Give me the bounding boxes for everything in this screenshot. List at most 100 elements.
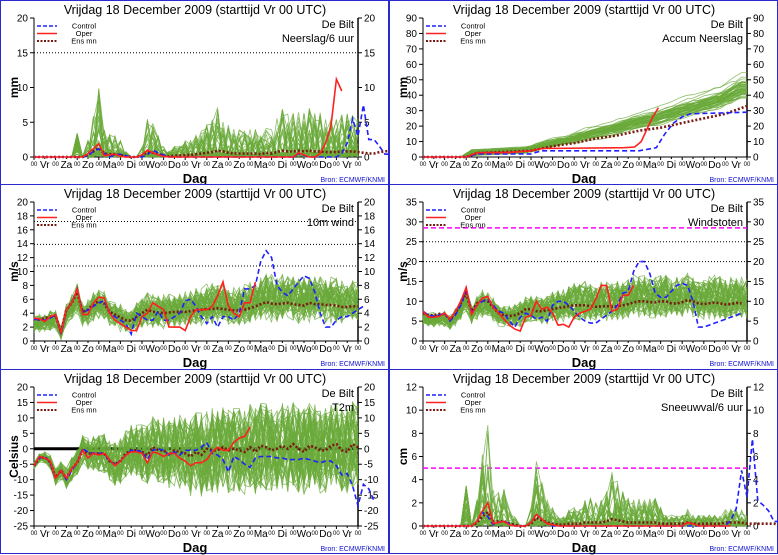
x-tick-label-00: 00 xyxy=(117,162,124,168)
source-label: Bron: ECMWF/KNMI xyxy=(709,177,774,184)
x-day-label: Zo xyxy=(82,344,94,355)
x-day-label: Wo xyxy=(686,160,701,171)
y-tick-label-right: 10 xyxy=(364,83,376,94)
x-tick-label-00: 00 xyxy=(657,346,664,352)
y-tick-label-left: 10 xyxy=(17,267,29,278)
y-axis-label: cm xyxy=(396,448,410,465)
ensemble-member-line xyxy=(423,85,747,158)
x-tick-label-00: 00 xyxy=(95,346,102,352)
x-tick-label-00: 00 xyxy=(528,162,535,168)
y-axis-label: mm xyxy=(396,77,410,98)
x-day-label: Za xyxy=(212,344,224,355)
y-tick-label-right: 10 xyxy=(753,406,765,417)
legend-label: Oper xyxy=(76,213,93,222)
ensemble-member-line xyxy=(423,89,747,158)
y-tick-label-right: 70 xyxy=(753,44,765,55)
x-tick-label-00: 00 xyxy=(592,162,599,168)
ensemble-member-line xyxy=(423,84,747,158)
y-tick-label-right: 0 xyxy=(364,444,370,455)
x-day-label: Di xyxy=(278,529,287,540)
x-day-label: Wo xyxy=(297,160,312,171)
y-tick-label-left: 15 xyxy=(406,277,418,288)
x-day-label: Ma xyxy=(254,344,268,355)
x-day-label: Wo xyxy=(145,344,160,355)
y-tick-label-left: 12 xyxy=(17,253,29,264)
x-day-label: Di xyxy=(515,529,524,540)
variable-label: Sneeuwval/6 uur xyxy=(661,402,743,414)
legend-label: Ens mn xyxy=(460,221,485,230)
x-tick-label-00: 00 xyxy=(117,346,124,352)
y-tick-label-left: 15 xyxy=(17,48,29,59)
x-tick-label-00: 00 xyxy=(160,346,167,352)
x-day-label: Za xyxy=(61,344,73,355)
x-day-label: Zo xyxy=(471,344,483,355)
y-tick-label-left: 0 xyxy=(22,153,28,164)
y-tick-label-left: -20 xyxy=(14,506,29,517)
x-day-label: Za xyxy=(61,529,73,540)
x-day-label: Za xyxy=(601,160,613,171)
x-day-label: Di xyxy=(126,160,135,171)
x-tick-label-00: 00 xyxy=(679,162,686,168)
x-tick-label-00: 00 xyxy=(614,162,621,168)
x-day-label: Ma xyxy=(103,529,117,540)
x-day-label: Do xyxy=(319,529,332,540)
y-axis-label: m/s xyxy=(396,261,410,282)
ensemble-member-line xyxy=(423,78,747,158)
x-tick-label-00: 00 xyxy=(311,346,318,352)
y-axis-label: m/s xyxy=(7,261,21,282)
y-tick-label-right: -25 xyxy=(364,522,379,533)
y-tick-label-right: 20 xyxy=(364,14,376,25)
y-tick-label-right: 5 xyxy=(364,429,370,440)
x-day-label: Vr xyxy=(191,529,201,540)
y-tick-label-right: 80 xyxy=(753,29,765,40)
x-day-label: Do xyxy=(708,344,721,355)
y-tick-label-right: 15 xyxy=(753,277,765,288)
x-day-label: Vr xyxy=(731,160,741,171)
x-tick-label-00: 00 xyxy=(333,162,340,168)
legend-label: Ens mn xyxy=(71,406,96,415)
y-tick-label-right: 30 xyxy=(753,217,765,228)
x-tick-label-00: 00 xyxy=(311,531,318,537)
x-day-label: Za xyxy=(601,344,613,355)
ensemble-member-line xyxy=(423,90,747,158)
x-tick-label-00: 00 xyxy=(31,162,38,168)
y-tick-label-right: 25 xyxy=(753,237,765,248)
y-tick-label-right: 90 xyxy=(753,14,765,25)
ensemble-member-line xyxy=(34,124,359,158)
x-day-label: Zo xyxy=(82,160,94,171)
ensemble-member-line xyxy=(34,96,358,158)
y-tick-label-right: 60 xyxy=(753,60,765,71)
x-tick-label-00: 00 xyxy=(31,531,38,537)
x-day-label: Za xyxy=(212,160,224,171)
x-tick-label-00: 00 xyxy=(74,346,81,352)
y-tick-label-left: 25 xyxy=(406,237,418,248)
y-tick-label-left: 30 xyxy=(406,106,418,117)
source-label: Bron: ECMWF/KNMI xyxy=(320,177,385,184)
x-tick-label-00: 00 xyxy=(182,531,189,537)
x-tick-label-00: 00 xyxy=(139,531,146,537)
x-day-label: Zo xyxy=(82,529,94,540)
x-day-label: Do xyxy=(557,344,570,355)
x-day-label: Vr xyxy=(342,529,352,540)
x-day-label: Do xyxy=(168,160,181,171)
x-day-label: Vr xyxy=(580,529,590,540)
y-tick-label-left: 40 xyxy=(406,91,418,102)
x-day-label: Ma xyxy=(492,160,506,171)
x-tick-label-00: 00 xyxy=(528,346,535,352)
y-tick-label-left: -10 xyxy=(14,475,29,486)
x-day-label: Zo xyxy=(622,344,634,355)
x-tick-label-00: 00 xyxy=(74,162,81,168)
x-day-label: Do xyxy=(708,160,721,171)
x-day-label: Vr xyxy=(191,160,201,171)
x-day-label: Ma xyxy=(254,160,268,171)
y-tick-label-left: 10 xyxy=(406,137,418,148)
control-line xyxy=(423,111,748,158)
y-tick-label-left: 6 xyxy=(22,295,28,306)
ensemble-members xyxy=(34,88,359,159)
y-tick-label-right: 10 xyxy=(364,267,376,278)
x-day-label: Vr xyxy=(191,344,201,355)
x-day-label: Di xyxy=(515,160,524,171)
x-day-label: Ma xyxy=(643,529,657,540)
y-tick-label-left: 0 xyxy=(411,337,417,348)
